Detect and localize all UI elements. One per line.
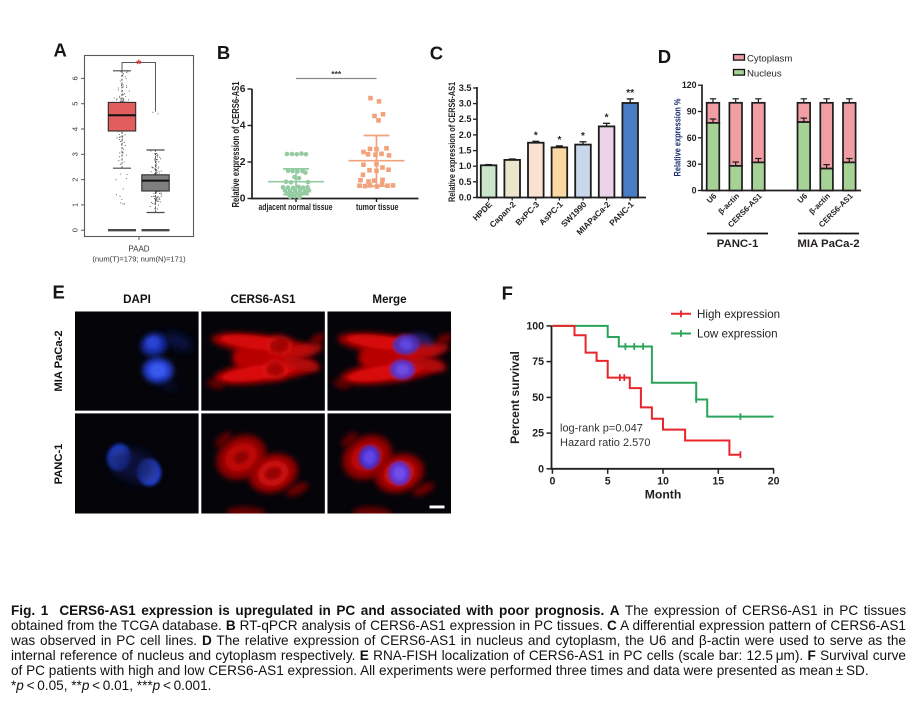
svg-text:50: 50 bbox=[532, 392, 544, 404]
svg-text:30: 30 bbox=[687, 159, 697, 169]
svg-text:Percent survival: Percent survival bbox=[508, 351, 522, 444]
svg-text:0: 0 bbox=[692, 186, 697, 196]
svg-text:C: C bbox=[430, 43, 443, 64]
svg-text:Month: Month bbox=[645, 488, 682, 502]
svg-text:Capan-2: Capan-2 bbox=[487, 199, 517, 229]
svg-text:5: 5 bbox=[71, 102, 80, 106]
svg-text:PANC-1: PANC-1 bbox=[607, 199, 636, 228]
svg-text:Cytoplasm: Cytoplasm bbox=[747, 54, 792, 65]
svg-text:60: 60 bbox=[687, 133, 697, 143]
svg-text:0: 0 bbox=[538, 463, 544, 475]
svg-text:D: D bbox=[658, 46, 671, 67]
svg-text:2.5: 2.5 bbox=[459, 114, 472, 124]
svg-text:*: * bbox=[581, 131, 585, 142]
svg-text:6: 6 bbox=[240, 84, 246, 95]
svg-text:15: 15 bbox=[712, 475, 724, 487]
svg-text:0: 0 bbox=[549, 475, 555, 487]
svg-text:*: * bbox=[534, 130, 538, 141]
svg-text:Low expression: Low expression bbox=[697, 328, 778, 341]
svg-text:3.0: 3.0 bbox=[459, 99, 472, 109]
svg-text:75: 75 bbox=[532, 356, 544, 368]
svg-text:log-rank p=0.047: log-rank p=0.047 bbox=[560, 423, 643, 435]
svg-text:Relative expression of CERS6-A: Relative expression of CERS6-AS1 bbox=[447, 82, 457, 202]
svg-text:(num(T)=179; num(N)=171): (num(T)=179; num(N)=171) bbox=[92, 255, 186, 264]
svg-text:0.0: 0.0 bbox=[459, 192, 472, 202]
svg-text:120: 120 bbox=[682, 80, 697, 90]
svg-text:adjacent normal tissue: adjacent normal tissue bbox=[259, 202, 333, 212]
svg-text:Relative expression of CERS6-A: Relative expression of CERS6-AS1 bbox=[231, 81, 242, 207]
svg-text:10: 10 bbox=[657, 475, 669, 487]
svg-text:4: 4 bbox=[71, 127, 80, 131]
svg-text:CERS6-AS1: CERS6-AS1 bbox=[230, 293, 296, 306]
svg-text:2.0: 2.0 bbox=[459, 130, 472, 140]
svg-text:Hazard ratio 2.570: Hazard ratio 2.570 bbox=[560, 437, 651, 449]
svg-text:DAPI: DAPI bbox=[123, 293, 151, 306]
svg-text:tumor tissue: tumor tissue bbox=[356, 202, 399, 212]
svg-text:3.5: 3.5 bbox=[459, 83, 472, 93]
svg-text:*: * bbox=[557, 135, 561, 146]
svg-text:2: 2 bbox=[240, 157, 246, 168]
svg-text:E: E bbox=[53, 282, 65, 303]
svg-text:Relative expression %: Relative expression % bbox=[673, 99, 683, 177]
svg-text:0: 0 bbox=[71, 228, 80, 232]
svg-text:25: 25 bbox=[532, 428, 544, 440]
svg-text:High expression: High expression bbox=[697, 308, 780, 321]
svg-text:3: 3 bbox=[71, 152, 80, 156]
svg-text:Nucleus: Nucleus bbox=[747, 69, 782, 80]
svg-text:6: 6 bbox=[71, 76, 80, 80]
svg-text:1: 1 bbox=[71, 203, 80, 207]
svg-text:**: ** bbox=[626, 88, 634, 99]
svg-text:***: *** bbox=[331, 69, 342, 79]
svg-text:20: 20 bbox=[768, 475, 780, 487]
svg-text:MIA PaCa-2: MIA PaCa-2 bbox=[797, 238, 859, 250]
svg-text:B: B bbox=[217, 42, 230, 63]
svg-text:F: F bbox=[502, 282, 513, 303]
svg-text:0.5: 0.5 bbox=[459, 177, 472, 187]
svg-text:100: 100 bbox=[526, 321, 544, 333]
svg-text:U6: U6 bbox=[705, 191, 719, 205]
svg-text:MIA PaCa-2: MIA PaCa-2 bbox=[53, 330, 65, 391]
svg-text:*: * bbox=[605, 112, 609, 123]
svg-text:BxPC-3: BxPC-3 bbox=[513, 199, 541, 227]
svg-text:PAAD: PAAD bbox=[128, 245, 149, 254]
svg-text:90: 90 bbox=[687, 107, 697, 117]
svg-text:A: A bbox=[54, 39, 67, 60]
svg-text:0: 0 bbox=[240, 194, 246, 205]
svg-text:Merge: Merge bbox=[372, 293, 407, 306]
svg-text:5: 5 bbox=[605, 475, 611, 487]
svg-text:U6: U6 bbox=[796, 191, 810, 205]
svg-text:PANC-1: PANC-1 bbox=[717, 238, 759, 250]
svg-text:1.0: 1.0 bbox=[459, 161, 472, 171]
svg-text:*: * bbox=[136, 57, 142, 72]
svg-text:PANC-1: PANC-1 bbox=[53, 444, 65, 485]
svg-text:4: 4 bbox=[240, 121, 246, 132]
svg-text:1.5: 1.5 bbox=[459, 146, 472, 156]
svg-text:2: 2 bbox=[71, 178, 80, 182]
